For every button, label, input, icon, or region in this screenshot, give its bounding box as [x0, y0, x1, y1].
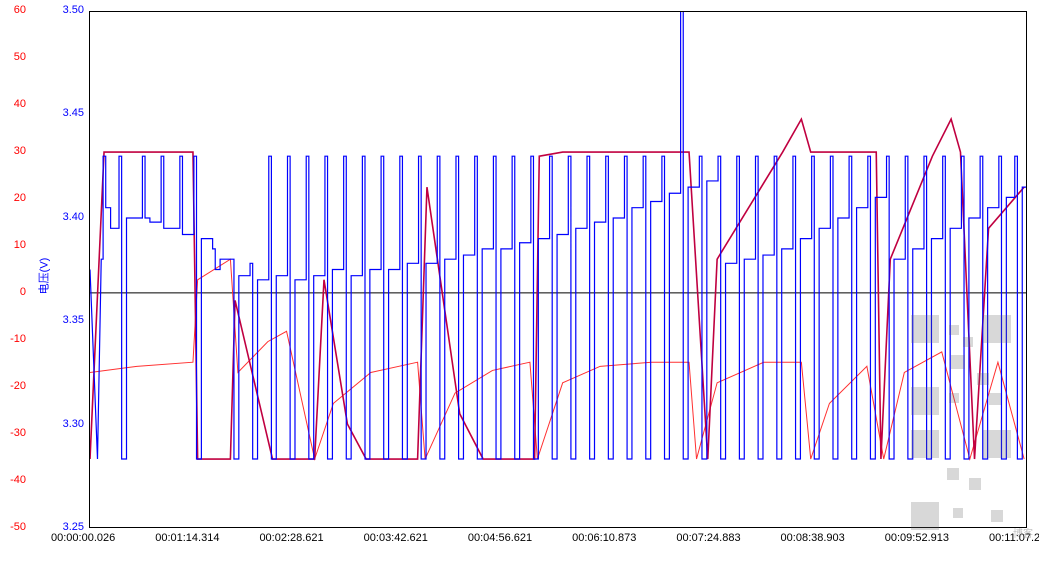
y1-tick-label: -10 [0, 333, 26, 345]
plot-svg [90, 12, 1026, 527]
x-tick-label: 00:01:14.314 [155, 532, 219, 544]
plot-area [89, 11, 1027, 528]
y2-tick-label: 3.30 [56, 418, 84, 430]
y1-tick-label: -40 [0, 474, 26, 486]
x-tick-label: 00:06:10.873 [572, 532, 636, 544]
y1-tick-label: 40 [0, 98, 26, 110]
x-tick-label: 00:00:00.026 [51, 532, 115, 544]
chart-container: -50-40-30-20-100102030405060 3.253.303.3… [0, 0, 1039, 566]
x-tick-label: 00:03:42.621 [364, 532, 428, 544]
y2-tick-label: 3.40 [56, 211, 84, 223]
x-tick-label: 00:09:52.913 [885, 532, 949, 544]
x-tick-label: 00:04:56.621 [468, 532, 532, 544]
y1-tick-label: 20 [0, 192, 26, 204]
x-tick-label: 00:07:24.883 [676, 532, 740, 544]
y2-tick-label: 3.45 [56, 107, 84, 119]
y1-tick-label: 0 [0, 286, 26, 298]
y1-tick-label: 60 [0, 4, 26, 16]
y1-tick-label: -50 [0, 521, 26, 533]
y1-tick-label: -20 [0, 380, 26, 392]
x-tick-label: 00:08:38.903 [781, 532, 845, 544]
y1-tick-label: 50 [0, 51, 26, 63]
qr-watermark-2 [911, 430, 1011, 530]
x-tick-label: 00:02:28.621 [259, 532, 323, 544]
y1-tick-label: 30 [0, 145, 26, 157]
watermark-text: 博客 [1013, 525, 1033, 540]
y2-tick-label: 3.35 [56, 314, 84, 326]
y1-tick-label: 10 [0, 239, 26, 251]
qr-watermark-1 [911, 315, 1011, 415]
y2-tick-label: 3.50 [56, 4, 84, 16]
y2-axis-label: 电压(V) [35, 258, 51, 295]
y1-tick-label: -30 [0, 427, 26, 439]
